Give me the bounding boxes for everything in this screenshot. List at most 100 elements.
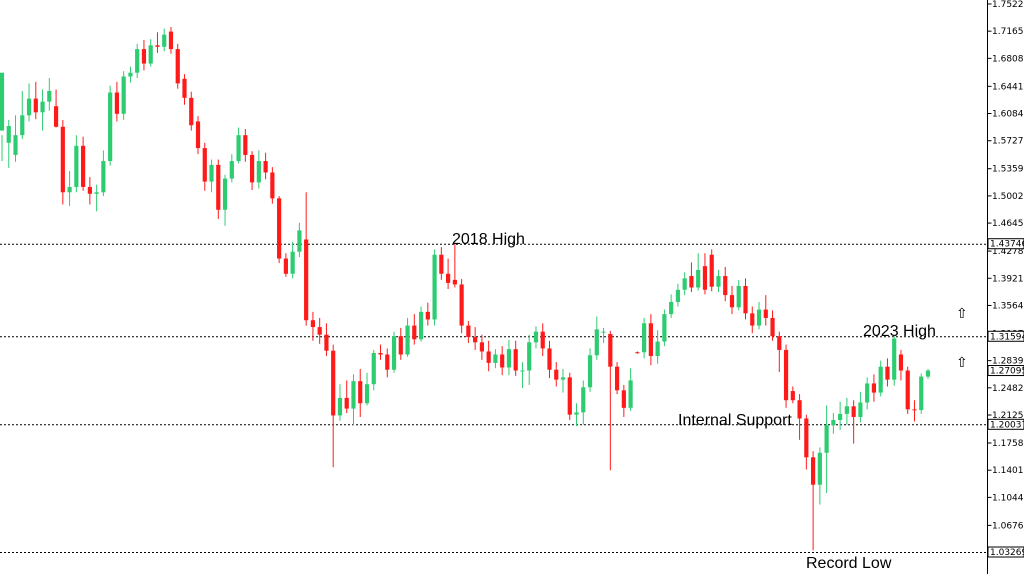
- annotation-internal-support: Internal Support: [678, 412, 792, 429]
- candle-down: [614, 366, 620, 391]
- candle-down: [770, 317, 775, 337]
- candle-down: [702, 266, 708, 290]
- candle-down: [547, 348, 552, 370]
- candle-up: [838, 413, 843, 421]
- tick-label: 1.60840: [992, 110, 1024, 120]
- candle-up: [67, 186, 72, 193]
- candle-down: [513, 349, 518, 371]
- candle-up: [642, 323, 647, 353]
- tick-label: 1.14010: [992, 466, 1024, 476]
- candle-down: [689, 276, 694, 288]
- candle-up: [418, 311, 424, 340]
- candle-up: [297, 230, 302, 252]
- price-line-labels: 1.43746 1.31594 1.20037 1.03269 1.27095: [987, 238, 1024, 558]
- tick-label: 1.39210: [992, 274, 1024, 284]
- candle-up: [831, 420, 836, 426]
- candle-up: [865, 383, 870, 403]
- candle-down: [885, 366, 890, 380]
- candle-up: [594, 329, 599, 356]
- candle-up: [628, 380, 633, 408]
- candle-down: [81, 145, 86, 187]
- candle-up: [13, 135, 18, 155]
- candle-up: [229, 161, 234, 179]
- tick-label: 1.21255: [992, 411, 1024, 421]
- tick-label: 1.35640: [992, 301, 1024, 311]
- candle-down: [378, 352, 383, 355]
- candle-down: [871, 383, 877, 393]
- candle-down: [479, 342, 484, 352]
- candle-down: [324, 334, 329, 351]
- candle-up: [94, 192, 99, 194]
- candle-up: [533, 331, 539, 343]
- candle-up: [6, 126, 11, 143]
- candles: [0, 27, 931, 551]
- candle-down: [216, 164, 221, 210]
- candle-up: [74, 145, 79, 187]
- candle-up: [135, 49, 140, 73]
- candle-down: [243, 135, 248, 155]
- tick-label: 1.46455: [992, 219, 1024, 229]
- candle-down: [810, 457, 816, 485]
- current-price-label-box: [987, 365, 1024, 377]
- candle-down: [425, 311, 430, 320]
- annotation-2018-high: 2018 High: [452, 231, 525, 248]
- candle-down: [168, 31, 174, 50]
- candle-up: [527, 342, 532, 371]
- candle-up: [601, 331, 606, 333]
- candle-up: [337, 397, 343, 416]
- annotation-2023-high: 2023 High: [863, 323, 936, 340]
- candle-down: [189, 97, 194, 126]
- tick-label: 1.53595: [992, 165, 1024, 175]
- candle-up: [432, 254, 437, 320]
- candle-down: [567, 377, 572, 415]
- candle-down: [270, 172, 275, 199]
- candle-up: [696, 269, 701, 288]
- candle-up: [824, 425, 829, 453]
- candle-up: [662, 314, 667, 342]
- candle-down: [790, 391, 795, 401]
- candle-up: [520, 370, 525, 372]
- candle-down: [783, 349, 789, 401]
- candle-down: [459, 284, 464, 326]
- candle-down: [317, 327, 322, 335]
- candle-up: [364, 384, 370, 404]
- up-arrow-icon: ⇧: [956, 306, 968, 322]
- tick-label: 1.57270: [992, 137, 1024, 147]
- candle-down: [87, 186, 92, 194]
- candle-down: [155, 45, 160, 47]
- candle-up: [587, 355, 593, 388]
- candle-down: [202, 148, 207, 182]
- candle-down: [648, 323, 653, 357]
- candle-down: [452, 279, 457, 285]
- candle-down: [283, 258, 288, 274]
- candle-up: [0, 72, 5, 131]
- annotations: 2018 High 2023 High Internal Support Rec…: [452, 231, 968, 572]
- candle-up: [148, 45, 153, 64]
- candle-up: [669, 301, 674, 315]
- candle-down: [851, 406, 856, 417]
- candle-up: [493, 354, 498, 363]
- tick-label: 1.68085: [992, 54, 1024, 64]
- candle-down: [310, 320, 316, 328]
- candle-up: [20, 115, 25, 136]
- tick-label: 1.24825: [992, 384, 1024, 394]
- candle-up: [256, 161, 261, 183]
- candle-up: [892, 338, 897, 380]
- price-axis-ticks: 1.75225 1.71655 1.68085 1.64410 1.60840 1.572…: [987, 0, 1024, 558]
- candle-down: [540, 331, 545, 349]
- price-line-label-box: [987, 330, 1024, 342]
- candle-down: [439, 254, 444, 274]
- candle-down: [912, 409, 917, 411]
- candle-up: [560, 377, 566, 380]
- tick-label: 1.28395: [992, 357, 1024, 367]
- candle-down: [729, 295, 735, 308]
- candle-up: [290, 251, 295, 274]
- candle-down: [141, 49, 147, 64]
- tick-label: 1.42780: [992, 247, 1024, 257]
- up-arrow-icon: ⇧: [956, 355, 968, 371]
- annotation-record-low: Record Low: [806, 555, 892, 572]
- candle-down: [331, 350, 336, 416]
- price-line-label: 1.03269: [990, 548, 1024, 558]
